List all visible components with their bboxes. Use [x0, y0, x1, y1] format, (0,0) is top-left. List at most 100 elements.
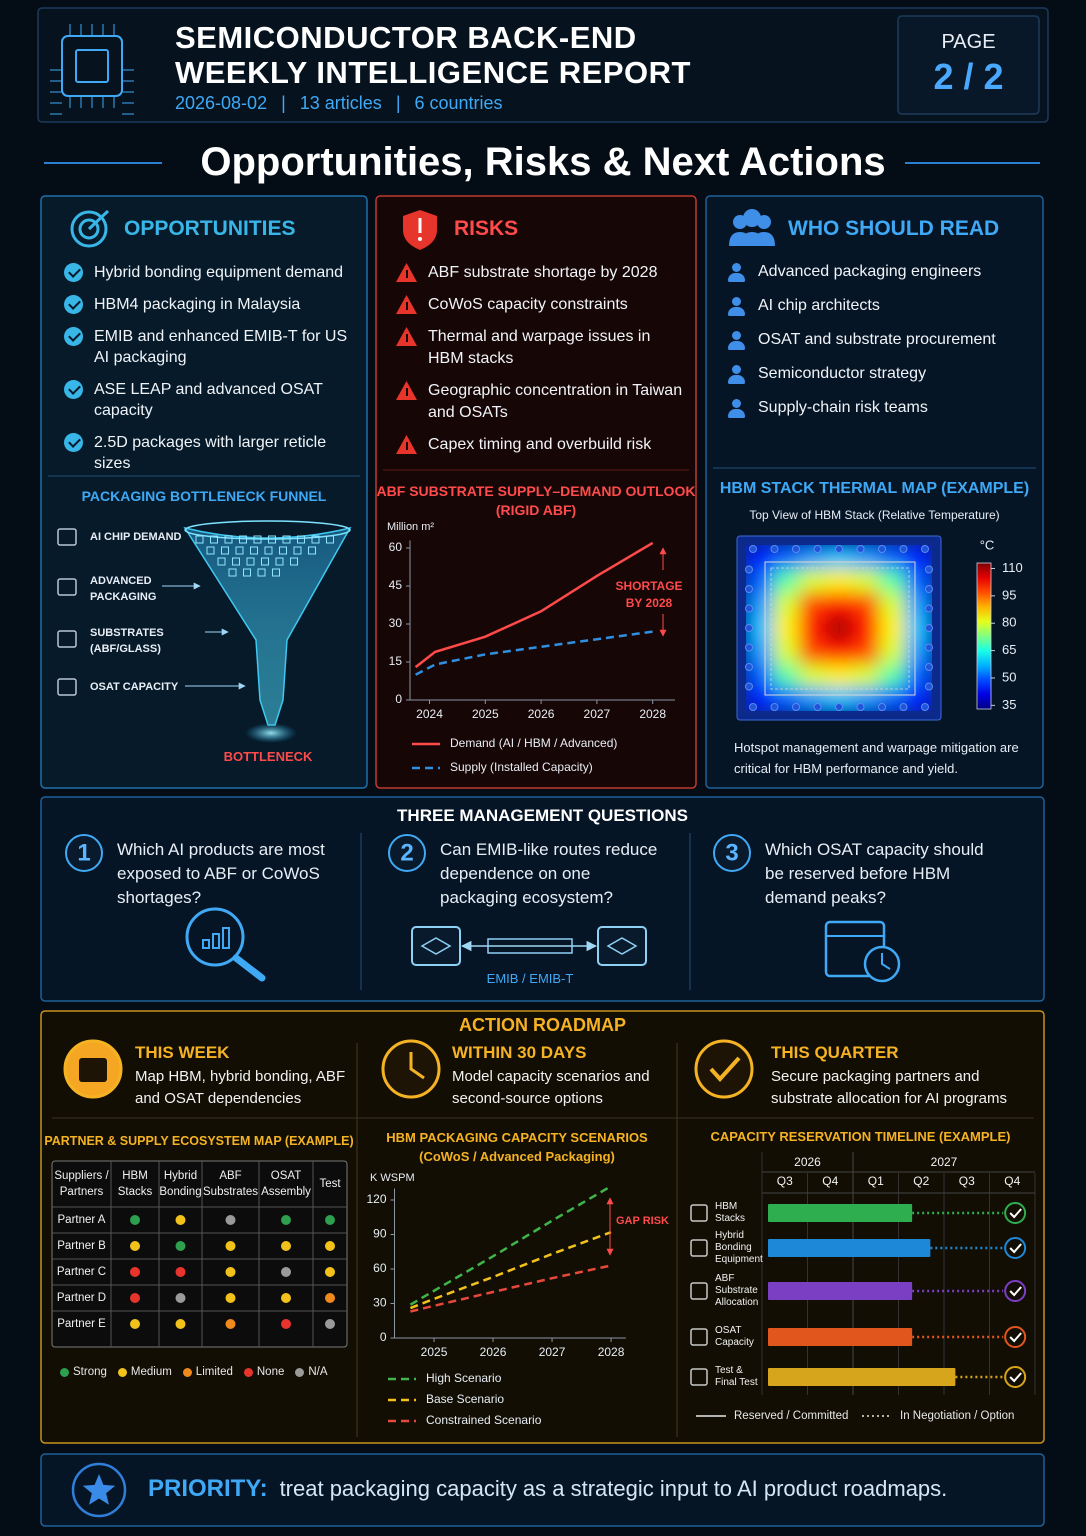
row-icon: [690, 1239, 708, 1257]
funnel-chip: [311, 535, 320, 544]
question-number: 2: [400, 839, 413, 866]
funnel-chip: [261, 557, 269, 566]
clock-icon: [881, 953, 891, 970]
risk-item: Capex timing and overbuild risk: [396, 434, 686, 456]
status-check: [1009, 1286, 1022, 1297]
risk-item: Thermal and warpage issues in HBM stacks: [396, 326, 686, 370]
funnel-chip: [308, 546, 316, 555]
funnel-chip: [235, 546, 244, 555]
legend-dot: [60, 1367, 69, 1377]
chart-subtitle: (RIGID ABF): [495, 502, 577, 518]
timeline-quarter: Q3: [959, 1174, 975, 1188]
rating-dot: [281, 1319, 291, 1329]
legend-label: Constrained Scenario: [426, 1413, 542, 1427]
bump: [745, 604, 753, 613]
rating-dot: [130, 1267, 140, 1277]
legend-dot: [295, 1367, 305, 1377]
people-icon: [741, 232, 763, 246]
status-check: [1004, 1366, 1027, 1388]
step-text: Map HBM, hybrid bonding, ABF and OSAT de…: [135, 1068, 346, 1107]
legend-item: Strong: [60, 1364, 107, 1380]
bump: [745, 682, 753, 691]
y-tick-label: 90: [373, 1227, 387, 1241]
header-panel: [37, 7, 1049, 123]
step-text: Model capacity scenarios and second-sour…: [452, 1068, 650, 1107]
x-tick-label: 2024: [416, 707, 443, 721]
opportunity-item: HBM4 packaging in Malaysia: [62, 294, 352, 315]
question-badge: [388, 834, 426, 872]
funnel-chip: [239, 535, 247, 544]
heatmap-cell: [852, 663, 880, 688]
page-badge: [897, 15, 1040, 115]
bump: [925, 682, 933, 691]
y-tick-label: 120: [366, 1192, 386, 1206]
table-row-name: Partner A: [57, 1214, 106, 1226]
reader-list: Advanced packaging engineers AI chip arch…: [726, 261, 1026, 419]
timeline-row-label: Hybrid Bonding Equipment: [715, 1230, 763, 1265]
question-badge: [713, 834, 751, 872]
heatmap-cell: [878, 568, 906, 593]
funnel-chip: [246, 557, 255, 566]
heatmap-cell: [878, 592, 906, 617]
funnel-title: PACKAGING BOTTLENECK FUNNEL: [81, 488, 327, 504]
bump: [770, 545, 779, 553]
bump: [925, 663, 933, 671]
colorbar-tick-label: 80: [1002, 615, 1016, 630]
step-text: Secure packaging partners and substrate …: [771, 1068, 1007, 1107]
legend-item: None: [243, 1364, 284, 1380]
funnel-chip: [206, 546, 215, 555]
timeline-year: 2026: [794, 1155, 821, 1169]
legend-label: Reserved / Committed: [734, 1410, 848, 1422]
meta-item: 13 articles: [299, 93, 382, 113]
heatmap-cell: [825, 616, 853, 641]
bump: [813, 703, 822, 711]
timeline-year: 2027: [931, 1155, 958, 1169]
bump: [792, 545, 800, 553]
funnel-chip: [275, 557, 284, 566]
heatmap-cell: [772, 663, 800, 688]
target-icon: [78, 218, 100, 240]
rating-dot: [325, 1241, 335, 1251]
step-title: WITHIN 30 DAYS: [452, 1043, 587, 1062]
timeline-quarter: Q4: [822, 1174, 838, 1188]
funnel-glow: [245, 723, 297, 743]
chart-title: CAPACITY RESERVATION TIMELINE (EXAMPLE): [710, 1129, 1011, 1144]
rating-dot: [225, 1215, 236, 1225]
report-title: WEEKLY INTELLIGENCE REPORT: [175, 55, 691, 90]
table-header: Hybrid Bonding: [159, 1170, 202, 1198]
bump: [925, 565, 933, 574]
bump: [878, 703, 886, 711]
status-check: [1009, 1208, 1022, 1219]
table-header: OSAT Assembly: [261, 1170, 311, 1198]
row-icon: [690, 1282, 708, 1300]
heatmap-cell: [905, 639, 932, 665]
funnel-chip: [217, 557, 226, 566]
timeline-row-label: OSAT Capacity: [715, 1325, 754, 1348]
rating-dot: [281, 1293, 291, 1303]
roadmap-title: ACTION ROADMAP: [459, 1015, 626, 1035]
timeline-quarter: Q2: [913, 1174, 929, 1188]
y-axis-label: K WSPM: [370, 1172, 415, 1184]
reader-item: AI chip architects: [726, 295, 1026, 317]
x-tick-label: 2025: [472, 707, 499, 721]
status-check: [1004, 1326, 1027, 1348]
bump: [899, 545, 908, 553]
funnel-chip: [297, 535, 305, 544]
funnel-chip: [250, 546, 258, 555]
heatmap-cell: [825, 663, 853, 688]
heatmap-cell: [799, 568, 827, 593]
row-icon: [690, 1328, 708, 1346]
y-tick-label: 60: [373, 1261, 387, 1275]
bump: [745, 585, 753, 593]
target-arrow: [87, 209, 110, 231]
reader-item: Supply-chain risk teams: [726, 397, 1026, 419]
people-icon: [743, 209, 761, 227]
heatmap-cell: [799, 545, 827, 570]
rating-dot: [325, 1267, 335, 1277]
chip-icon: [597, 926, 647, 966]
status-check: [1009, 1372, 1022, 1383]
report-meta: 2026-08-02 | 13 articles | 6 countries: [175, 92, 825, 114]
y-tick-label: 0: [380, 1330, 387, 1344]
reader-item: Semiconductor strategy: [726, 363, 1026, 385]
funnel-chip: [290, 557, 298, 566]
